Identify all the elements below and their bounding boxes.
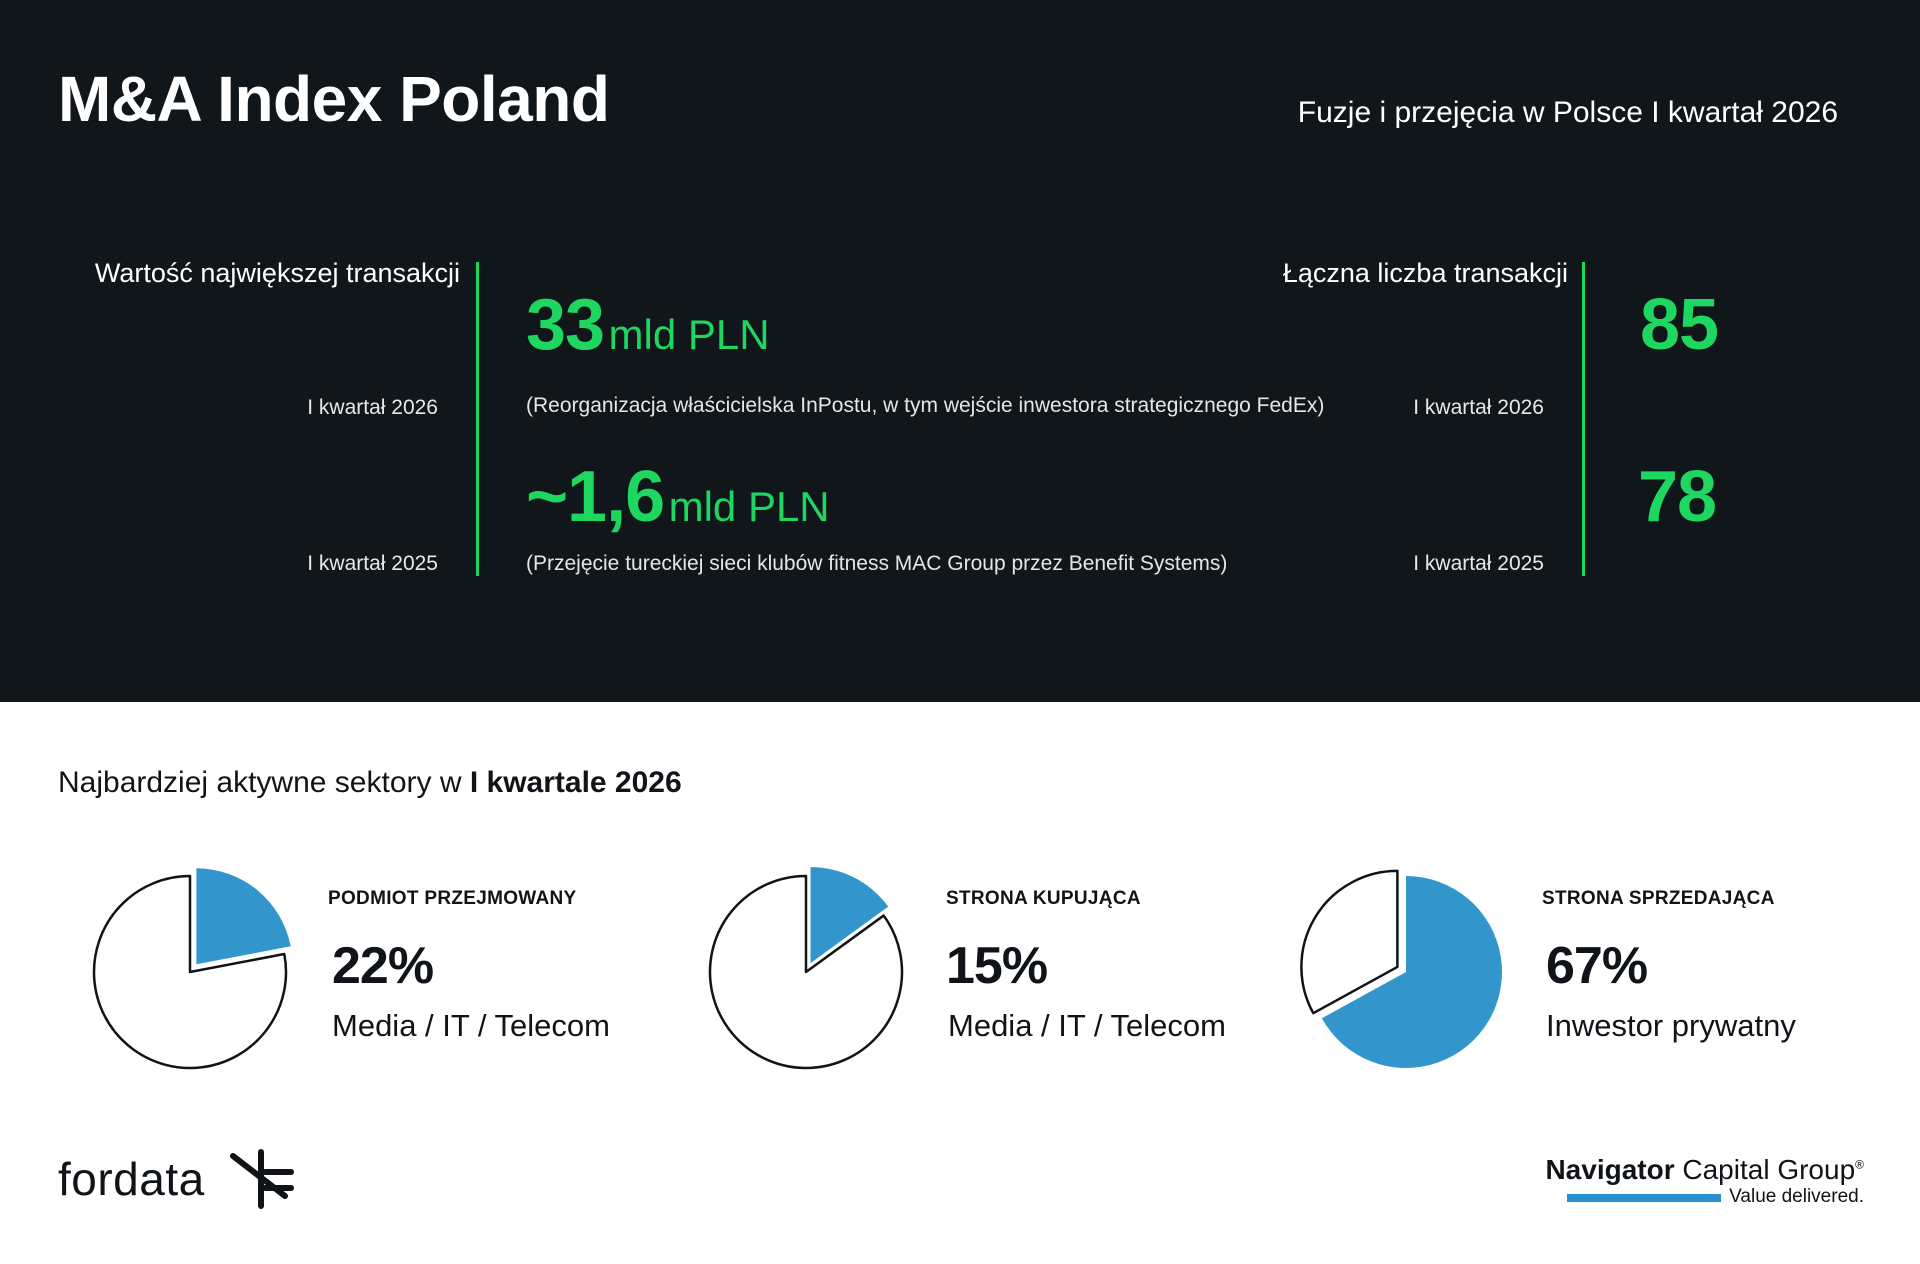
largest-deal-number-2026: 33 xyxy=(526,285,605,365)
header-panel: M&A Index Poland Fuzje i przejęcia w Pol… xyxy=(0,0,1920,702)
pie-percent-seller: 67% xyxy=(1546,937,1648,995)
pie-category-target: Media / IT / Telecom xyxy=(332,1008,610,1043)
fordata-logo: fordata xyxy=(58,1148,297,1210)
largest-deal-unit-2025: mld PLN xyxy=(668,483,830,530)
pie-chart-seller xyxy=(1300,869,1502,1068)
largest-deal-period-2025: I kwartał 2025 xyxy=(307,552,438,575)
pie-title-buyer: STRONA KUPUJĄCA xyxy=(946,888,1141,909)
pie-slice-rest xyxy=(1300,869,1399,1015)
largest-deal-period-2026: I kwartał 2026 xyxy=(307,396,438,419)
deal-count-period-2025: I kwartał 2025 xyxy=(1413,552,1544,575)
navigator-logo-bold: Navigator xyxy=(1545,1154,1675,1185)
page-subtitle: Fuzje i przejęcia w Polsce I kwartał 202… xyxy=(1297,96,1838,129)
pie-slice-rest xyxy=(92,874,288,1070)
pie-title-target: PODMIOT PRZEJMOWANY xyxy=(328,888,577,909)
pie-slice-highlight xyxy=(1321,876,1502,1068)
deal-count-value-2026: 85 xyxy=(1640,285,1719,365)
navigator-logo-reg: ® xyxy=(1855,1157,1864,1172)
pie-slice-highlight xyxy=(196,868,291,965)
pie-chart-target xyxy=(92,868,291,1070)
largest-deal-number-2025: ~1,6 xyxy=(526,457,665,537)
deal-count-value-2025: 78 xyxy=(1638,457,1717,537)
largest-deal-label: Wartość największej transakcji xyxy=(94,258,460,288)
pie-title-seller: STRONA SPRZEDAJĄCA xyxy=(1542,888,1775,909)
page-title: M&A Index Poland xyxy=(58,63,610,135)
deal-count-period-2026: I kwartał 2026 xyxy=(1413,396,1544,419)
pie-category-buyer: Media / IT / Telecom xyxy=(948,1008,1226,1043)
largest-deal-divider xyxy=(476,262,479,576)
fordata-logo-text: fordata xyxy=(58,1153,205,1205)
pie-chart-buyer xyxy=(708,867,904,1070)
navigator-logo-bar xyxy=(1567,1193,1722,1202)
pie-slice-highlight xyxy=(810,867,889,964)
deal-count-divider xyxy=(1582,262,1585,576)
pie-percent-target: 22% xyxy=(332,937,434,995)
navigator-logo-name: Navigator Capital Group® xyxy=(1545,1154,1864,1186)
largest-deal-unit-2026: mld PLN xyxy=(608,311,770,358)
sectors-title: Najbardziej aktywne sektory w I kwartale… xyxy=(58,766,682,800)
sectors-title-prefix: Najbardziej aktywne sektory w xyxy=(58,766,462,799)
navigator-logo-rest: Capital Group xyxy=(1682,1154,1856,1185)
largest-deal-note-2025: (Przejęcie tureckiej sieci klubów fitnes… xyxy=(526,552,1228,575)
pie-percent-buyer: 15% xyxy=(946,937,1048,995)
deal-count-label: Łączna liczba transakcji xyxy=(1282,258,1568,288)
largest-deal-value-2026: 33 mld PLN xyxy=(526,284,770,366)
navigator-logo: Navigator Capital Group® Value delivered… xyxy=(1545,1154,1864,1208)
navigator-logo-tagline: Value delivered. xyxy=(1729,1186,1864,1207)
sectors-title-bold: I kwartale 2026 xyxy=(469,766,682,799)
navigator-logo-tagline-row: Value delivered. xyxy=(1545,1186,1864,1208)
pie-category-seller: Inwestor prywatny xyxy=(1546,1008,1796,1043)
fordata-mark-icon xyxy=(229,1149,294,1209)
largest-deal-note-2026: (Reorganizacja właścicielska InPostu, w … xyxy=(526,394,1325,417)
largest-deal-value-2025: ~1,6 mld PLN xyxy=(526,456,830,538)
pie-slice-rest xyxy=(708,874,904,1070)
